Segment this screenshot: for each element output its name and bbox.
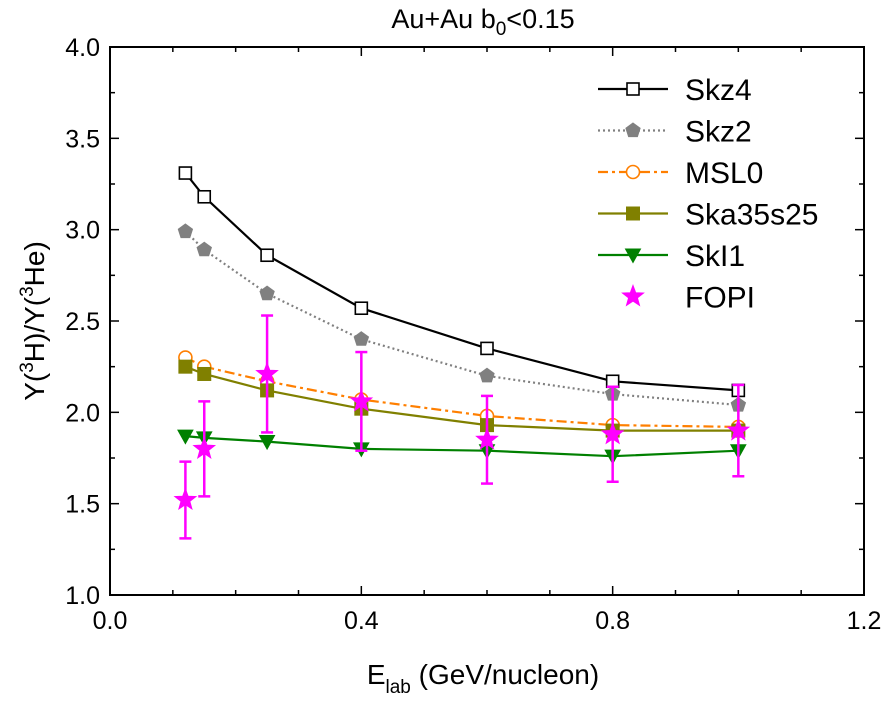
data-point (178, 166, 193, 180)
legend-label: Skz2 (685, 116, 752, 149)
y-axis-label: Y(3H)/Y(3He) (17, 241, 50, 401)
data-point (258, 435, 276, 451)
data-point (260, 248, 274, 263)
legend-label: Skz4 (685, 74, 752, 107)
series-line-skz4 (184, 172, 739, 392)
legend-label: MSL0 (685, 157, 763, 190)
data-point (255, 361, 279, 385)
y-tick-label: 2.0 (65, 399, 100, 427)
y-tick-label: 2.5 (65, 308, 100, 336)
data-point (259, 285, 275, 301)
legend-marker (625, 122, 641, 138)
legend-marker (626, 206, 640, 221)
data-point (197, 366, 212, 381)
legend-marker (624, 248, 642, 264)
legend-label: SkI1 (685, 240, 745, 273)
legend-item-skz2: Skz2 (598, 116, 752, 149)
legend-marker (626, 82, 640, 96)
data-point (192, 436, 217, 459)
data-point (605, 374, 620, 389)
x-tick-label: 0.0 (93, 607, 128, 635)
series-ski1 (177, 429, 747, 465)
data-point (353, 331, 370, 346)
data-point (178, 359, 193, 374)
legend-item-skz4: Skz4 (598, 74, 752, 107)
y-tick-label: 3.0 (65, 217, 100, 245)
data-point (354, 301, 369, 316)
legend-item-ski1: SkI1 (598, 240, 745, 273)
plot-area: 0.0 0.4 0.8 1.2 1.0 1.5 2.0 2.5 3.0 3.5 4.0 (65, 34, 881, 635)
x-tick-label: 0.8 (595, 607, 630, 635)
x-tick-label: 0.4 (344, 607, 379, 635)
chart-title: Au+Au b0<0.15 (391, 4, 574, 40)
legend-item-ska35s25: Ska35s25 (598, 199, 818, 232)
series-skz4 (178, 166, 746, 398)
legend-label: FOPI (685, 282, 755, 315)
data-point (600, 421, 625, 445)
y-tick-label: 3.5 (65, 125, 100, 153)
legend-item-fopi: FOPI (621, 282, 755, 315)
data-point (173, 487, 198, 511)
x-tick-label: 1.2 (847, 607, 882, 635)
data-point (177, 429, 194, 445)
y-tick-label: 1.5 (65, 491, 100, 519)
data-point (480, 341, 494, 356)
data-point (349, 388, 374, 412)
legend-label: Ska35s25 (685, 199, 818, 232)
series-fopi (173, 314, 751, 540)
legend: Skz4 Skz2 MSL0 Ska35s25 SkI1 FOPI (598, 74, 818, 315)
legend-item-msl0: MSL0 (598, 157, 763, 190)
y-tick-label: 1.0 (65, 582, 100, 610)
data-point (479, 367, 495, 383)
data-point (177, 223, 194, 239)
data-point (197, 189, 212, 204)
legend-marker (625, 164, 641, 180)
legend-marker (621, 284, 645, 307)
x-axis-label: Elab (GeV/nucleon) (367, 659, 599, 698)
data-point (726, 418, 751, 441)
data-point (196, 241, 212, 257)
y-tick-label: 4.0 (65, 34, 100, 62)
data-point (475, 427, 499, 450)
